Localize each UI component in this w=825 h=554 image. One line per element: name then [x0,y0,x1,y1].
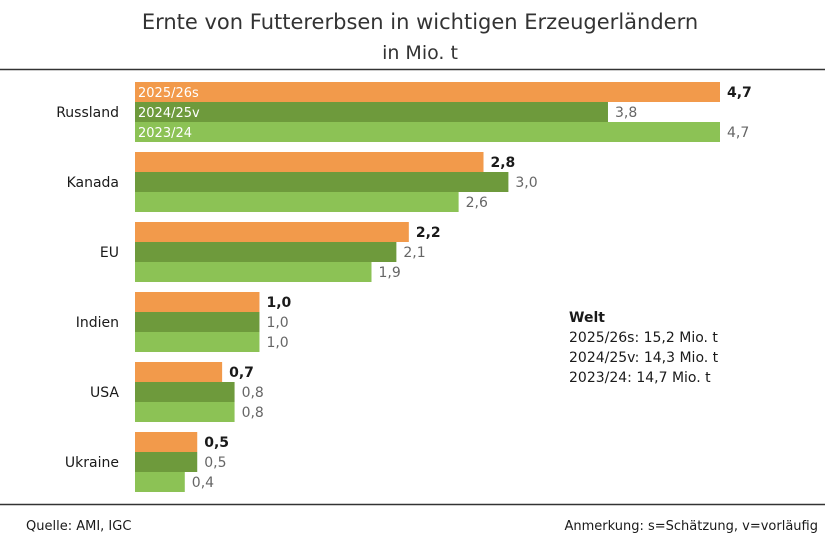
note-text: Anmerkung: s=Schätzung, v=vorläufig [564,519,818,534]
value-label-ukraine-2025-26s: 0,5 [204,435,229,451]
bar-eu-2023-24 [135,262,372,282]
bar-indien-2023-24 [135,332,260,352]
bar-usa-2024-25v [135,382,235,402]
bar-russland-2024-25v [135,102,608,122]
welt-line-2025: 2025/26s: 15,2 Mio. t [569,330,718,346]
source-text: Quelle: AMI, IGC [26,519,131,534]
legend-label-2025-26s: 2025/26s [138,86,199,101]
bar-ukraine-2024-25v [135,452,198,472]
value-label-indien-2024-25v: 1,0 [266,315,288,331]
legend-label-2023-24: 2023/24 [138,126,192,141]
category-label-usa: USA [90,385,119,401]
chart-title: Ernte von Futtererbsen in wichtigen Erze… [142,10,698,34]
welt-title: Welt [569,310,605,326]
value-label-kanada-2025-26s: 2,8 [491,155,516,171]
value-label-eu-2024-25v: 2,1 [403,245,425,261]
bar-indien-2024-25v [135,312,260,332]
bar-usa-2025-26s [135,362,223,382]
bars-group: Russland 4,7 2025/26s 3,8 2024/25v 4,7 2023/24… [56,82,752,492]
bar-russland-2025-26s [135,82,720,102]
value-label-usa-2024-25v: 0,8 [242,385,264,401]
welt-line-2023: 2023/24: 14,7 Mio. t [569,370,711,386]
value-label-indien-2025-26s: 1,0 [266,295,291,311]
bar-indien-2025-26s [135,292,260,312]
bar-ukraine-2023-24 [135,472,185,492]
bar-ukraine-2025-26s [135,432,198,452]
bar-usa-2023-24 [135,402,235,422]
category-label-ukraine: Ukraine [65,455,119,471]
bar-russland-2023-24 [135,122,720,142]
bar-kanada-2023-24 [135,192,459,212]
bar-eu-2024-25v [135,242,397,262]
value-label-russland-2025-26s: 4,7 [727,85,752,101]
chart-subtitle: in Mio. t [382,42,458,64]
value-label-usa-2023-24: 0,8 [242,405,264,421]
value-label-eu-2025-26s: 2,2 [416,225,441,241]
legend-label-2024-25v: 2024/25v [138,106,200,121]
value-label-indien-2023-24: 1,0 [266,335,288,351]
value-label-russland-2023-24: 4,7 [727,125,749,141]
value-label-usa-2025-26s: 0,7 [229,365,254,381]
value-label-ukraine-2024-25v: 0,5 [204,455,226,471]
value-label-ukraine-2023-24: 0,4 [192,475,214,491]
value-label-kanada-2024-25v: 3,0 [515,175,537,191]
bar-kanada-2025-26s [135,152,484,172]
category-label-russland: Russland [56,105,119,121]
bar-eu-2025-26s [135,222,409,242]
category-label-kanada: Kanada [67,175,119,191]
value-label-eu-2023-24: 1,9 [378,265,400,281]
category-label-indien: Indien [76,315,119,331]
category-label-eu: EU [100,245,119,261]
bar-kanada-2024-25v [135,172,509,192]
value-label-kanada-2023-24: 2,6 [466,195,488,211]
welt-line-2024: 2024/25v: 14,3 Mio. t [569,350,719,366]
value-label-russland-2024-25v: 3,8 [615,105,637,121]
